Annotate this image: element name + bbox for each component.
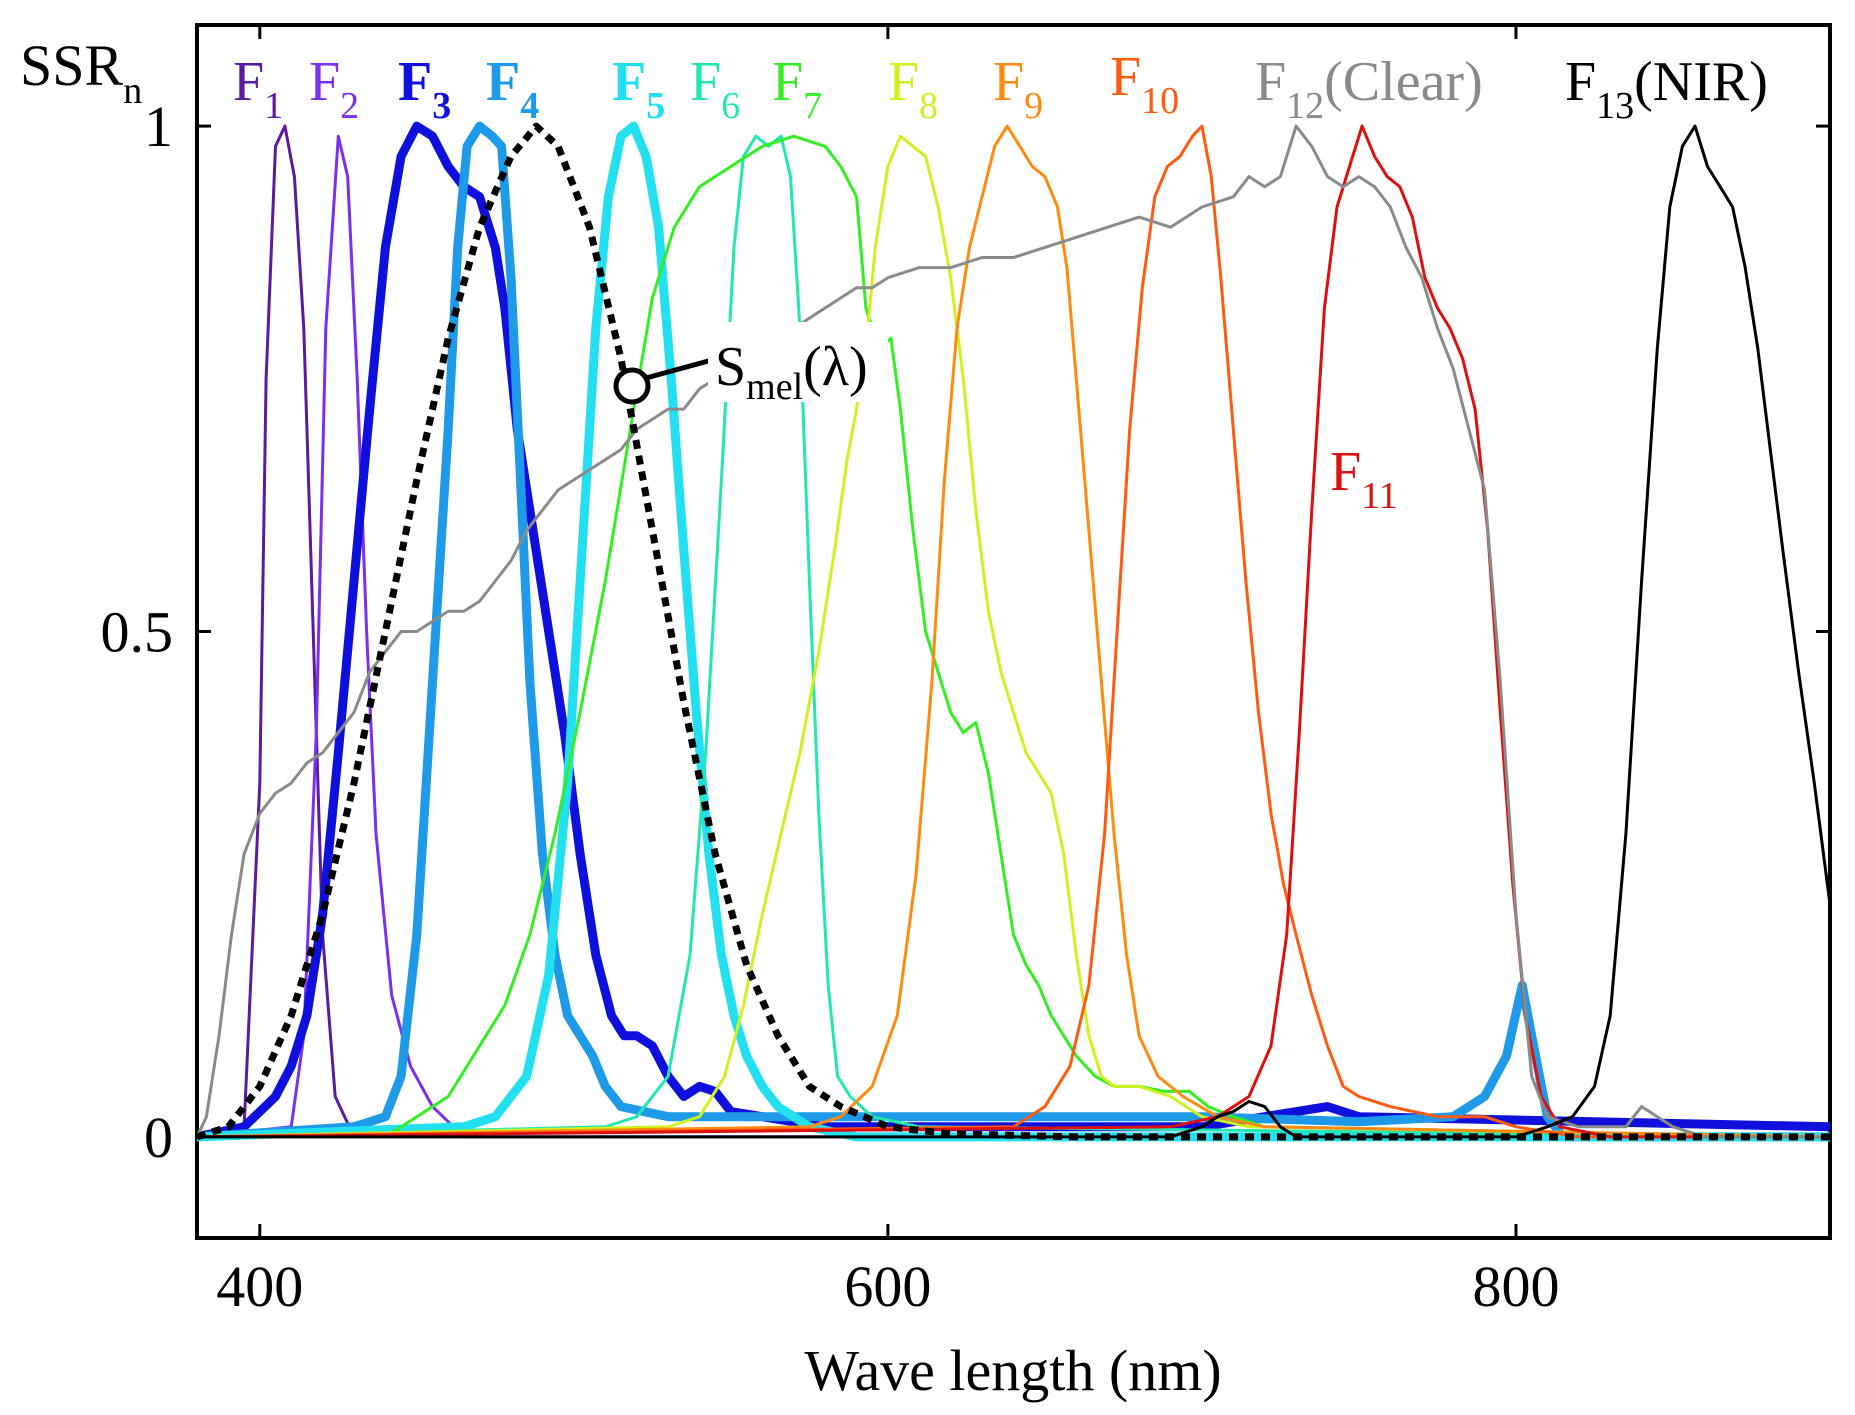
series-layer xyxy=(197,121,1830,1142)
y-axis-ticks: 00.51 xyxy=(101,94,1830,1170)
series-line-f10 xyxy=(197,124,1830,1139)
series-line-smel xyxy=(197,122,1830,1141)
series-line-f5 xyxy=(197,121,1830,1142)
series-line-f6 xyxy=(197,134,1830,1139)
series-line-f11 xyxy=(197,124,1830,1139)
y-axis-title-sub: n xyxy=(123,70,142,112)
label-F6: F6 xyxy=(690,51,740,127)
x-axis-ticks: 400 600 800 xyxy=(216,25,1559,1319)
y-axis-title-main: SSR xyxy=(20,33,124,98)
series-line-f12-clear xyxy=(197,124,1830,1139)
plot-frame xyxy=(195,23,1832,1240)
label-F4: F4 xyxy=(486,51,539,127)
x-tick-label: 600 xyxy=(844,1254,931,1319)
series-line-f1 xyxy=(197,124,1830,1139)
label-F7: F7 xyxy=(772,51,822,127)
series-line-f13-nir xyxy=(197,124,1830,1139)
label-F3: F3 xyxy=(398,51,451,127)
y-tick-label: 0.5 xyxy=(101,600,174,665)
label-F11: F11 xyxy=(1330,441,1398,517)
x-tick-label: 800 xyxy=(1472,1254,1559,1319)
y-tick-label: 1 xyxy=(144,94,173,159)
series-line-f2 xyxy=(197,134,1830,1139)
label-F10: F10 xyxy=(1110,46,1179,122)
y-axis-title: SSRn xyxy=(20,33,142,112)
series-line-f4 xyxy=(197,121,1830,1142)
legend: F1 F2 F3 F4 F5 F6 F7 F8 F9 F10 F12(Clear… xyxy=(233,46,1768,517)
label-F5: F5 xyxy=(612,51,665,127)
smel-annotation-leader xyxy=(645,357,713,381)
label-F12: F12(Clear) xyxy=(1255,51,1483,127)
series-line-f9 xyxy=(197,124,1830,1139)
label-F13: F13(NIR) xyxy=(1565,51,1768,127)
smel-annotation-marker xyxy=(613,367,651,405)
smel-annotation-background xyxy=(708,322,888,402)
series-line-f7 xyxy=(197,134,1830,1139)
label-F2: F2 xyxy=(309,51,359,127)
label-F9: F9 xyxy=(993,51,1043,127)
y-tick-label: 0 xyxy=(144,1105,173,1170)
series-line-f3 xyxy=(197,121,1830,1142)
label-F8: F8 xyxy=(888,51,938,127)
series-line-f8 xyxy=(197,134,1830,1139)
x-tick-label: 400 xyxy=(216,1254,303,1319)
x-axis-title: Wave length (nm) xyxy=(804,1338,1221,1403)
label-F1: F1 xyxy=(233,51,283,127)
smel-annotation-label: Smel(λ) xyxy=(715,336,868,408)
smel-annotation: Smel(λ) xyxy=(613,322,888,408)
